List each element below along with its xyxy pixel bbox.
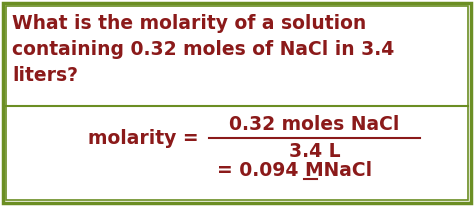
Text: M: M <box>304 160 323 179</box>
Text: 0.32 moles NaCl: 0.32 moles NaCl <box>229 115 400 134</box>
Text: What is the molarity of a solution: What is the molarity of a solution <box>12 14 366 33</box>
Text: NaCl: NaCl <box>318 160 373 179</box>
Text: 3.4 L: 3.4 L <box>289 142 340 161</box>
Text: molarity =: molarity = <box>88 129 205 147</box>
Text: containing 0.32 moles of NaCl in 3.4: containing 0.32 moles of NaCl in 3.4 <box>12 40 394 59</box>
Text: = 0.094: = 0.094 <box>217 160 304 179</box>
Text: liters?: liters? <box>12 66 78 85</box>
